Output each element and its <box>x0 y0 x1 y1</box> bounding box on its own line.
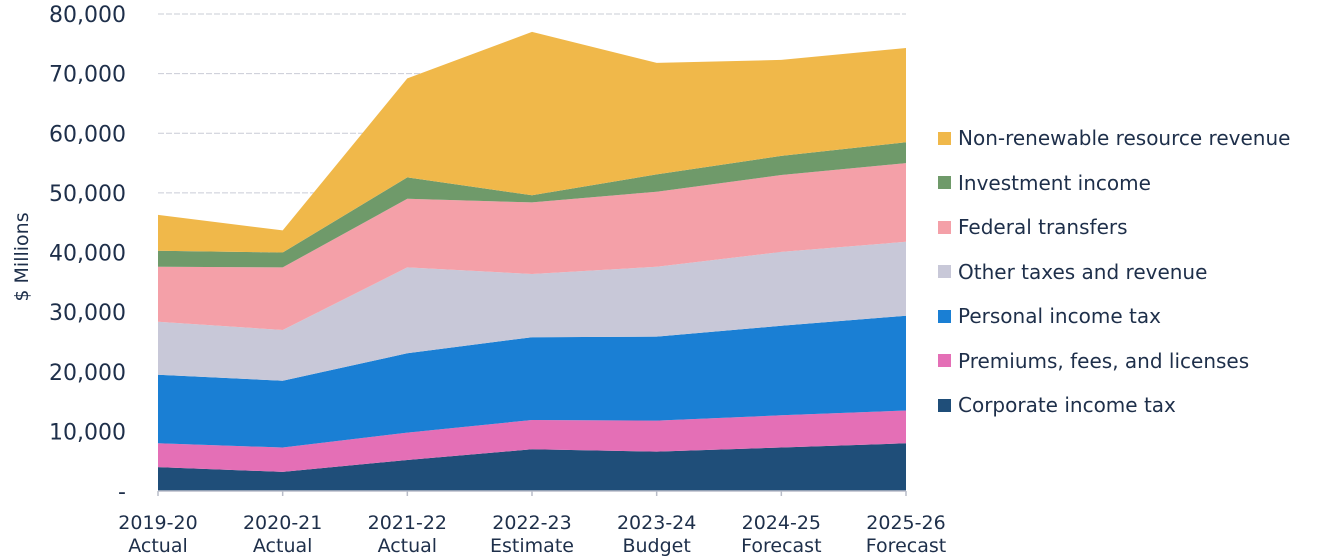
y-tick-label: - <box>118 480 126 505</box>
y-tick-label: 10,000 <box>49 420 126 445</box>
legend-item: Premiums, fees, and licenses <box>938 339 1318 384</box>
legend-swatch <box>938 354 951 368</box>
area-non-renewable-resource-revenue <box>158 31 906 253</box>
legend-label: Premiums, fees, and licenses <box>958 348 1250 373</box>
x-tick-label: 2020-21 Actual <box>243 512 322 557</box>
legend-item: Investment income <box>938 161 1318 206</box>
legend-item: Federal transfers <box>938 205 1318 250</box>
area-investment-income <box>158 142 906 268</box>
legend-swatch <box>938 265 951 279</box>
area-federal-transfers <box>158 163 906 330</box>
legend-label: Federal transfers <box>958 215 1128 240</box>
y-tick-label: 70,000 <box>49 63 126 88</box>
x-tick-label: 2025-26 Forecast <box>866 512 946 557</box>
y-tick-label: 20,000 <box>49 361 126 386</box>
area-premiums-fees-and-licenses <box>158 410 906 472</box>
x-tick-labels: 2019-20 Actual 2020-21 Actual 2021-22 Actual 2… <box>118 512 946 557</box>
area-personal-income-tax <box>158 315 906 448</box>
area-other-taxes-and-revenue <box>158 241 906 381</box>
legend-swatch <box>938 309 951 323</box>
y-tick-label: 50,000 <box>49 182 126 207</box>
legend-item: Other taxes and revenue <box>938 250 1318 295</box>
y-tick-label: 80,000 <box>49 3 126 28</box>
series-areas <box>158 31 906 491</box>
legend-item: Personal income tax <box>938 294 1318 339</box>
legend-item: Corporate income tax <box>938 383 1318 428</box>
y-tick-label: 40,000 <box>49 242 126 267</box>
legend-label: Other taxes and revenue <box>958 259 1208 284</box>
legend-swatch <box>938 220 951 234</box>
legend-label: Investment income <box>958 170 1151 195</box>
x-tick-label: 2021-22 Actual <box>368 512 447 557</box>
legend-label: Personal income tax <box>958 304 1161 329</box>
y-tick-labels: - 10,000 20,000 30,000 40,000 50,000 60,000 70,… <box>49 3 126 505</box>
legend-swatch <box>938 131 951 145</box>
y-tick-label: 60,000 <box>49 122 126 147</box>
legend-label: Non-renewable resource revenue <box>958 126 1291 151</box>
x-tick-label: 2024-25 Forecast <box>741 512 821 557</box>
y-tick-label: 30,000 <box>49 301 126 326</box>
legend-item: Non-renewable resource revenue <box>938 116 1318 161</box>
legend-label: Corporate income tax <box>958 393 1176 418</box>
legend-swatch <box>938 398 951 412</box>
x-tick-label: 2019-20 Actual <box>118 512 197 557</box>
y-axis-title: $ Millions <box>11 212 33 301</box>
axes <box>157 490 907 496</box>
legend: Non-renewable resource revenue Investment… <box>938 116 1318 428</box>
x-tick-label: 2023-24 Budget <box>617 512 696 557</box>
area-corporate-income-tax <box>158 443 906 491</box>
x-tick-label: 2022-23 Estimate <box>490 512 574 557</box>
legend-swatch <box>938 176 951 190</box>
